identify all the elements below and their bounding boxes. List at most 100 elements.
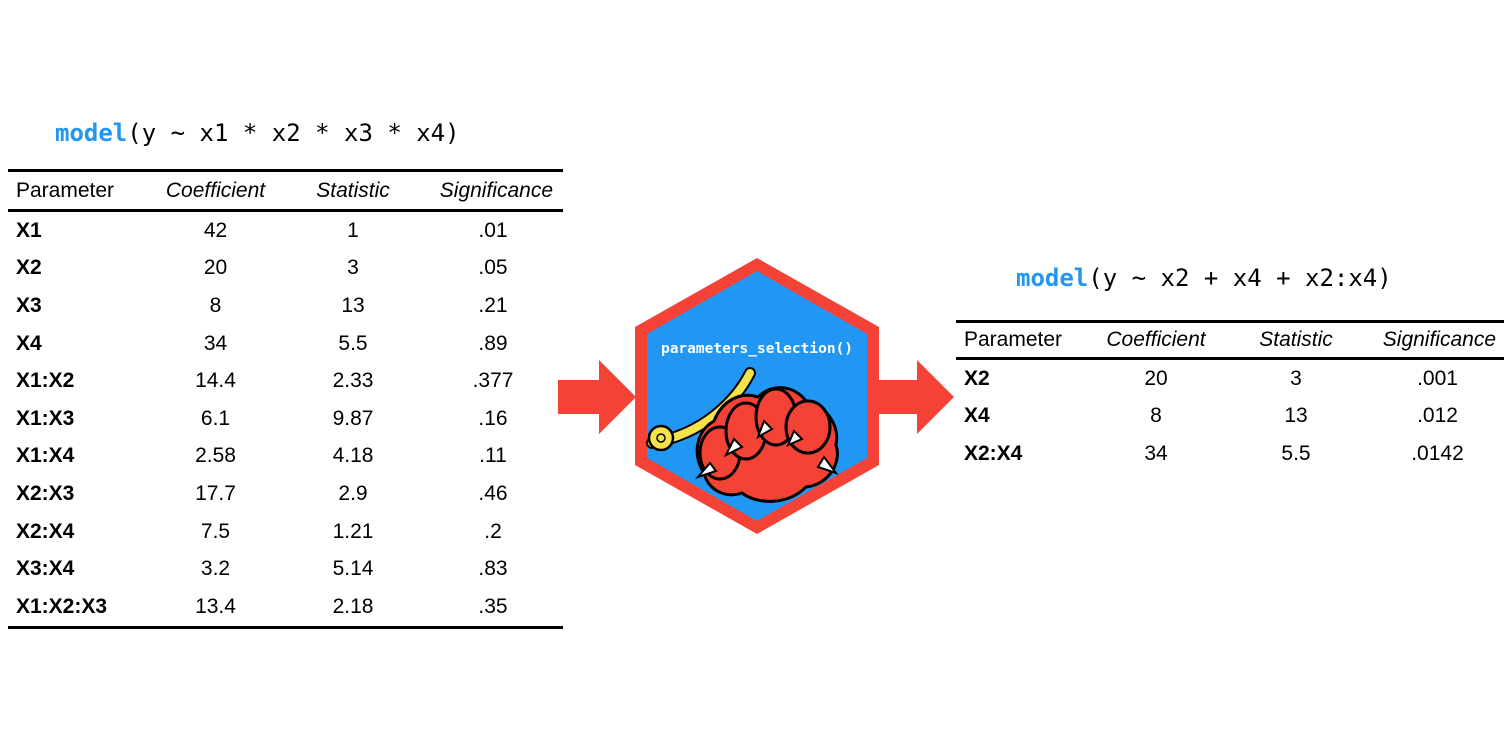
selected-model-table: Parameter Coefficient Statistic Signific…	[956, 320, 1504, 473]
header-parameter: Parameter	[964, 328, 1063, 351]
cell-coefficient: 8	[1150, 404, 1162, 428]
header-coefficient: Coefficient	[1106, 328, 1206, 351]
cell-significance: .012	[1417, 404, 1458, 428]
cell-significance: .16	[478, 406, 508, 430]
cell-significance: .0142	[1411, 441, 1464, 465]
cell-coefficient: 14.4	[195, 369, 236, 393]
cell-parameter: X2	[16, 256, 42, 280]
cell-coefficient: 34	[203, 331, 228, 355]
cell-parameter: X1:X3	[16, 406, 75, 430]
cell-significance: .21	[478, 293, 508, 317]
header-coefficient: Coefficient	[165, 178, 266, 202]
cell-significance: .2	[484, 519, 502, 543]
cell-significance: .46	[478, 481, 508, 505]
cell-statistic: 2.33	[332, 369, 374, 393]
cell-statistic: 3	[1290, 366, 1302, 390]
monster-claw-with-measuring-tape-icon	[646, 367, 839, 503]
right-formula-function: model	[1016, 264, 1089, 292]
hex-logo-label: parameters_selection()	[661, 341, 853, 357]
cell-significance: .001	[1417, 366, 1458, 390]
cell-coefficient: 2.58	[195, 444, 236, 468]
cell-statistic: 13	[341, 293, 365, 317]
cell-significance: .83	[478, 557, 508, 581]
header-significance: Significance	[439, 178, 553, 202]
table-top-rule	[956, 320, 1504, 323]
table-row: X3 8 13 .21	[8, 287, 563, 325]
table-row: X1:X3 6.1 9.87 .16	[8, 400, 563, 438]
cell-statistic: 5.5	[1281, 441, 1311, 465]
table-top-rule	[8, 169, 563, 172]
cell-statistic: 13	[1284, 404, 1308, 428]
cell-parameter: X3:X4	[16, 557, 75, 581]
table-row: X1:X2 14.4 2.33 .377	[8, 362, 563, 400]
table-row: X3:X4 3.2 5.14 .83	[8, 550, 563, 588]
table-bottom-rule	[8, 625, 563, 629]
table-row: X2 20 3 .05	[8, 250, 563, 288]
cell-parameter: X1:X4	[16, 444, 75, 468]
table-row: X4 8 13 .012	[956, 398, 1504, 436]
cell-parameter: X1:X2	[16, 369, 75, 393]
left-model-formula: model(y ~ x1 * x2 * x3 * x4)	[55, 119, 460, 147]
hex-logo: parameters_selection()	[635, 258, 879, 534]
cell-parameter: X2:X4	[964, 441, 1023, 465]
cell-significance: .05	[478, 256, 508, 280]
header-parameter: Parameter	[16, 178, 115, 202]
cell-significance: .11	[479, 444, 507, 468]
table-row: X2:X4 7.5 1.21 .2	[8, 513, 563, 551]
table-row: X1:X4 2.58 4.18 .11	[8, 438, 563, 476]
full-model-table: Parameter Coefficient Statistic Signific…	[8, 169, 563, 629]
arrow-right-icon	[876, 360, 954, 434]
table-header-row: Parameter Coefficient Statistic Signific…	[8, 172, 563, 209]
cell-parameter: X3	[16, 293, 42, 317]
table-body: X1 42 1 .01 X2 20 3 .05 X3 8 13 .21 X4 34 5.5 .89 X1…	[8, 212, 563, 626]
right-formula-args: (y ~ x2 + x4 + x2:x4)	[1088, 264, 1392, 292]
table-header-rule	[956, 357, 1504, 360]
cell-statistic: 9.87	[332, 406, 374, 430]
cell-parameter: X4	[16, 331, 42, 355]
cell-coefficient: 13.4	[195, 594, 236, 618]
cell-statistic: 3	[347, 256, 359, 280]
header-statistic: Statistic	[316, 178, 390, 202]
cell-statistic: 2.9	[338, 481, 368, 505]
cell-coefficient: 7.5	[200, 519, 231, 543]
cell-statistic: 5.14	[332, 557, 374, 581]
cell-significance: .35	[478, 594, 508, 618]
table-row: X2:X4 34 5.5 .0142	[956, 435, 1504, 473]
cell-statistic: 5.5	[338, 331, 368, 355]
arrow-right-icon	[558, 360, 636, 434]
cell-significance: .89	[478, 331, 508, 355]
cell-statistic: 1.21	[332, 519, 374, 543]
right-model-formula: model(y ~ x2 + x4 + x2:x4)	[1016, 264, 1392, 292]
cell-coefficient: 6.1	[200, 406, 231, 430]
header-significance: Significance	[1382, 328, 1496, 351]
left-formula-args: (y ~ x1 * x2 * x3 * x4)	[127, 119, 460, 147]
cell-significance: .01	[478, 218, 508, 242]
cell-parameter: X4	[964, 404, 990, 428]
table-row: X1 42 1 .01	[8, 212, 563, 250]
cell-coefficient: 3.2	[200, 557, 231, 581]
cell-statistic: 1	[347, 218, 359, 242]
cell-significance: .377	[472, 369, 514, 393]
cell-coefficient: 42	[203, 218, 228, 242]
table-row: X2:X3 17.7 2.9 .46	[8, 475, 563, 513]
cell-coefficient: 17.7	[195, 481, 236, 505]
table-row: X2 20 3 .001	[956, 360, 1504, 398]
cell-parameter: X2	[964, 366, 990, 390]
header-statistic: Statistic	[1259, 328, 1333, 351]
table-header-row: Parameter Coefficient Statistic Signific…	[956, 323, 1504, 357]
cell-parameter: X2:X4	[16, 519, 75, 543]
cell-statistic: 2.18	[332, 594, 374, 618]
table-row: X1:X2:X3 13.4 2.18 .35	[8, 588, 563, 626]
cell-parameter: X1	[16, 218, 42, 242]
table-header-rule	[8, 209, 563, 212]
cell-parameter: X2:X3	[16, 481, 75, 505]
cell-statistic: 4.18	[332, 444, 374, 468]
cell-parameter: X1:X2:X3	[16, 594, 108, 618]
cell-coefficient: 20	[203, 256, 228, 280]
cell-coefficient: 8	[209, 293, 222, 317]
table-row: X4 34 5.5 .89	[8, 325, 563, 363]
left-formula-function: model	[55, 119, 128, 147]
cell-coefficient: 20	[1144, 366, 1168, 390]
table-body: X2 20 3 .001 X4 8 13 .012 X2:X4 34 5.5 .0142	[956, 360, 1504, 473]
cell-coefficient: 34	[1144, 441, 1168, 465]
